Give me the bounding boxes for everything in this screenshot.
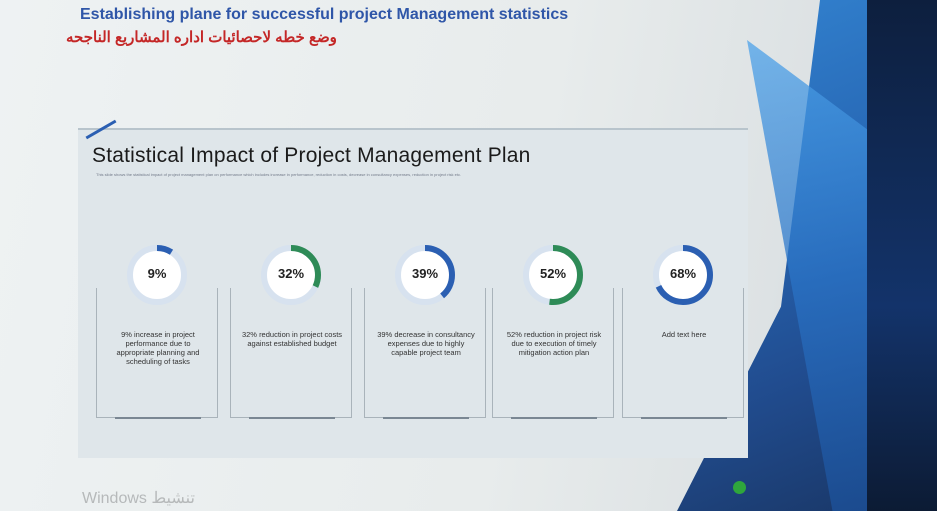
background-dark-edge bbox=[867, 0, 937, 511]
stat-description: 32% reduction in project costs against e… bbox=[241, 330, 343, 348]
card-underline bbox=[383, 417, 469, 419]
stat-card: 39% decrease in consultancy expenses due… bbox=[364, 288, 486, 419]
stat-gauge: 9% bbox=[124, 242, 190, 308]
gauge-percent-label: 9% bbox=[147, 266, 167, 281]
gauge-arc bbox=[127, 245, 187, 305]
gauge-percent-label: 52% bbox=[539, 266, 567, 281]
stat-description: 39% decrease in consultancy expenses due… bbox=[377, 330, 475, 357]
stat-gauge: 39% bbox=[392, 242, 458, 308]
header-title: Establishing plane for successful projec… bbox=[80, 6, 569, 23]
slide-title: Statistical Impact of Project Management… bbox=[92, 144, 531, 167]
stat-card: 32% reduction in project costs against e… bbox=[230, 288, 352, 419]
windows-activation-watermark: Windows تنشيط bbox=[82, 490, 195, 507]
stat-gauge: 68% bbox=[650, 242, 716, 308]
slide-subtitle: This slide shows the statistical impact … bbox=[96, 172, 462, 177]
record-dot-icon bbox=[733, 481, 746, 494]
gauge-arc bbox=[395, 245, 455, 305]
stat-card: 9% increase in project performance due t… bbox=[96, 288, 218, 419]
gauge-arc bbox=[653, 245, 713, 305]
gauge-percent-label: 39% bbox=[411, 266, 439, 281]
stat-card: 52% reduction in project risk due to exe… bbox=[492, 288, 614, 419]
stat-gauge: 32% bbox=[258, 242, 324, 308]
stat-card: Add text here bbox=[622, 288, 744, 419]
gauge-percent-label: 68% bbox=[669, 266, 697, 281]
gauge-arc bbox=[261, 245, 321, 305]
stat-description: 52% reduction in project risk due to exe… bbox=[506, 330, 602, 357]
header-arabic-title: وضع خطه لاحصائيات اداره المشاريع الناجحه bbox=[66, 29, 337, 46]
card-underline bbox=[511, 417, 597, 419]
card-underline bbox=[641, 417, 727, 419]
stat-description: Add text here bbox=[661, 330, 707, 339]
card-underline bbox=[249, 417, 335, 419]
gauge-percent-label: 32% bbox=[277, 266, 305, 281]
stat-description: 9% increase in project performance due t… bbox=[116, 330, 200, 366]
card-underline bbox=[115, 417, 201, 419]
stat-gauge: 52% bbox=[520, 242, 586, 308]
gauge-arc bbox=[523, 245, 583, 305]
